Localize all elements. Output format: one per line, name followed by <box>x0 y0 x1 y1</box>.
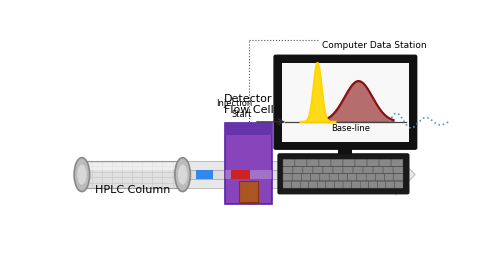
FancyBboxPatch shape <box>326 181 334 188</box>
Bar <box>338 148 352 158</box>
FancyBboxPatch shape <box>343 159 355 166</box>
FancyBboxPatch shape <box>355 159 367 166</box>
FancyBboxPatch shape <box>318 181 326 188</box>
Text: Detector
Flow Cell: Detector Flow Cell <box>224 94 274 115</box>
FancyBboxPatch shape <box>295 159 307 166</box>
Text: HPLC Column: HPLC Column <box>94 185 170 195</box>
FancyBboxPatch shape <box>278 154 409 194</box>
FancyBboxPatch shape <box>303 166 313 173</box>
FancyBboxPatch shape <box>331 159 343 166</box>
FancyBboxPatch shape <box>283 166 293 173</box>
FancyBboxPatch shape <box>308 181 317 188</box>
FancyBboxPatch shape <box>320 174 329 181</box>
FancyBboxPatch shape <box>386 181 394 188</box>
Bar <box>196 170 213 179</box>
FancyBboxPatch shape <box>394 174 403 181</box>
FancyBboxPatch shape <box>329 174 338 181</box>
FancyBboxPatch shape <box>357 174 366 181</box>
Text: Computer Data Station: Computer Data Station <box>322 41 427 50</box>
FancyBboxPatch shape <box>283 159 295 166</box>
FancyBboxPatch shape <box>302 174 310 181</box>
FancyBboxPatch shape <box>373 166 383 173</box>
FancyBboxPatch shape <box>283 174 292 181</box>
FancyBboxPatch shape <box>394 181 403 188</box>
FancyBboxPatch shape <box>378 181 386 188</box>
FancyBboxPatch shape <box>283 181 292 188</box>
Bar <box>181 161 396 188</box>
FancyBboxPatch shape <box>353 166 363 173</box>
FancyBboxPatch shape <box>300 181 308 188</box>
FancyBboxPatch shape <box>292 174 302 181</box>
FancyBboxPatch shape <box>360 181 368 188</box>
FancyBboxPatch shape <box>379 159 391 166</box>
Bar <box>282 63 409 142</box>
FancyBboxPatch shape <box>383 166 393 173</box>
Bar <box>232 170 250 179</box>
FancyBboxPatch shape <box>333 166 343 173</box>
Bar <box>225 123 272 204</box>
Polygon shape <box>396 155 415 195</box>
Bar <box>84 163 181 170</box>
Text: Base-line: Base-line <box>332 124 370 133</box>
Text: Injection
Start: Injection Start <box>216 99 252 119</box>
FancyBboxPatch shape <box>292 181 300 188</box>
FancyBboxPatch shape <box>369 181 378 188</box>
Ellipse shape <box>77 165 86 185</box>
FancyBboxPatch shape <box>384 174 394 181</box>
Bar <box>225 123 272 135</box>
FancyBboxPatch shape <box>274 55 416 149</box>
FancyBboxPatch shape <box>366 174 376 181</box>
FancyBboxPatch shape <box>338 174 347 181</box>
FancyBboxPatch shape <box>313 166 323 173</box>
FancyBboxPatch shape <box>293 166 303 173</box>
FancyBboxPatch shape <box>352 181 360 188</box>
FancyBboxPatch shape <box>393 166 403 173</box>
FancyBboxPatch shape <box>367 159 379 166</box>
Bar <box>272 170 396 179</box>
FancyBboxPatch shape <box>343 181 351 188</box>
FancyBboxPatch shape <box>363 166 373 173</box>
FancyBboxPatch shape <box>348 174 357 181</box>
FancyBboxPatch shape <box>343 166 353 173</box>
Ellipse shape <box>178 165 188 185</box>
FancyBboxPatch shape <box>391 159 403 166</box>
Bar <box>318 158 372 165</box>
FancyBboxPatch shape <box>376 174 384 181</box>
Bar <box>239 181 258 202</box>
Bar <box>225 170 272 179</box>
Bar <box>232 170 250 179</box>
FancyBboxPatch shape <box>334 181 343 188</box>
Ellipse shape <box>74 158 90 192</box>
FancyBboxPatch shape <box>319 159 331 166</box>
Bar <box>342 170 351 179</box>
Ellipse shape <box>175 158 190 192</box>
Bar <box>82 161 182 188</box>
FancyBboxPatch shape <box>323 166 333 173</box>
Bar <box>181 170 225 179</box>
FancyBboxPatch shape <box>307 159 319 166</box>
FancyBboxPatch shape <box>310 174 320 181</box>
